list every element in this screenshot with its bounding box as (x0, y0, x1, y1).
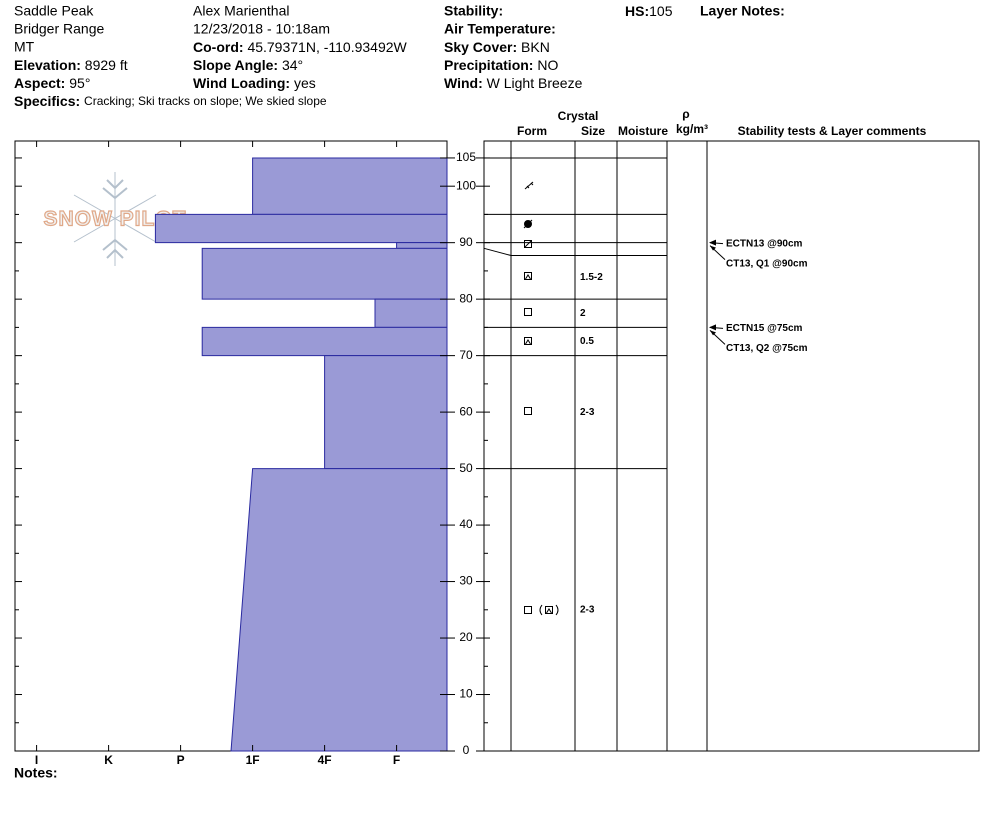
grain-forms (523, 181, 559, 616)
slope: Slope Angle: 34° (193, 57, 303, 73)
state: MT (14, 39, 35, 55)
x-tick-label: F (393, 753, 400, 767)
value: Cracking; Ski tracks on slope; We skied … (84, 94, 327, 108)
observer: Alex Marienthal (193, 3, 290, 19)
y-tick-label: 90 (459, 235, 473, 249)
x-tick-label: I (35, 753, 38, 767)
hardness-bar (374, 298, 448, 328)
y-tick-label: 60 (459, 404, 473, 418)
hardness-bar (201, 326, 448, 357)
y-tick-label: 70 (459, 348, 473, 362)
label: Co-ord: (193, 39, 244, 55)
site: Saddle Peak (14, 3, 94, 19)
layer-notes: Layer Notes: (700, 3, 785, 19)
sky-cover: Sky Cover: BKN (444, 39, 550, 55)
datetime: 12/23/2018 - 10:18am (193, 21, 330, 37)
grain-size: 1.5-2 (580, 272, 603, 283)
y-tick-label: 30 (459, 574, 473, 588)
value: 95° (69, 75, 90, 91)
header-moisture: Moisture (618, 124, 668, 138)
logo (73, 172, 157, 266)
y-tick-label: 80 (459, 291, 473, 305)
header-form: Form (517, 124, 547, 138)
y-tick-label: 50 (459, 461, 473, 475)
y-tick-label: 40 (459, 517, 473, 531)
header-density: ρ (682, 107, 689, 121)
hardness-bar (324, 355, 448, 470)
range: Bridger Range (14, 21, 104, 37)
label: Wind: (444, 75, 483, 91)
stability-test: CT13, Q1 @90cm (726, 258, 808, 269)
x-tick-label: P (177, 753, 185, 767)
stability-test: CT13, Q2 @75cm (726, 343, 808, 354)
label: Wind Loading: (193, 75, 290, 91)
test-arrowhead (710, 330, 716, 336)
header-density-unit: kg/m³ (676, 122, 708, 136)
y-tick-label: 20 (459, 630, 473, 644)
value: 34° (282, 57, 303, 73)
x-tick-label: K (104, 753, 113, 767)
hs: HS:105 (625, 3, 673, 19)
hardness-bar (230, 468, 448, 752)
wind: Wind: W Light Breeze (444, 75, 583, 91)
label: Aspect: (14, 75, 65, 91)
label: Elevation: (14, 57, 81, 73)
label: HS: (625, 3, 649, 19)
hardness-bar (252, 157, 448, 215)
grain-size: 0.5 (580, 336, 594, 347)
value: NO (537, 57, 558, 73)
value: 8929 ft (85, 57, 128, 73)
notes: Notes: (14, 765, 58, 781)
table-columns (510, 141, 708, 751)
value: yes (294, 75, 316, 91)
grain-size: 2 (580, 308, 586, 319)
test-arrowhead (709, 239, 716, 246)
label: Precipitation: (444, 57, 533, 73)
value: BKN (521, 39, 550, 55)
value: 105 (649, 3, 673, 19)
value: W Light Breeze (487, 75, 583, 91)
test-arrowhead (709, 324, 716, 331)
y-tick-label: 0 (463, 743, 470, 757)
y-tick-label: 105 (456, 150, 476, 164)
test-arrowhead (710, 245, 716, 251)
grain-size: 2-3 (580, 604, 595, 615)
x-tick-label: 1F (246, 753, 260, 767)
wind-loading: Wind Loading: yes (193, 75, 316, 91)
header-comments: Stability tests & Layer comments (738, 124, 927, 138)
layer-connector (483, 247, 512, 256)
value: 45.79371N, -110.93492W (247, 39, 407, 55)
header-size: Size (581, 124, 605, 138)
elevation: Elevation: 8929 ft (14, 57, 128, 73)
label: Slope Angle: (193, 57, 278, 73)
header-crystal: Crystal (558, 109, 599, 123)
hardness-bar (154, 213, 448, 244)
air-temperature: Air Temperature: (444, 21, 556, 37)
label: Specifics: (14, 93, 80, 109)
grain-size: 2-3 (580, 407, 595, 418)
y-tick-label: 100 (456, 178, 476, 192)
stability-test: ECTN13 @90cm (726, 238, 803, 249)
hardness-bar (201, 247, 448, 300)
y-tick-label: 10 (459, 687, 473, 701)
specifics: Specifics: Cracking; Ski tracks on slope… (14, 93, 327, 109)
stability-test: ECTN15 @75cm (726, 323, 803, 334)
stability: Stability: (444, 3, 503, 19)
precipitation: Precipitation: NO (444, 57, 558, 73)
coord: Co-ord: 45.79371N, -110.93492W (193, 39, 408, 55)
table-frame (483, 140, 980, 752)
aspect: Aspect: 95° (14, 75, 90, 91)
hardness-bar (396, 242, 448, 249)
label: Sky Cover: (444, 39, 517, 55)
x-tick-label: 4F (318, 753, 332, 767)
